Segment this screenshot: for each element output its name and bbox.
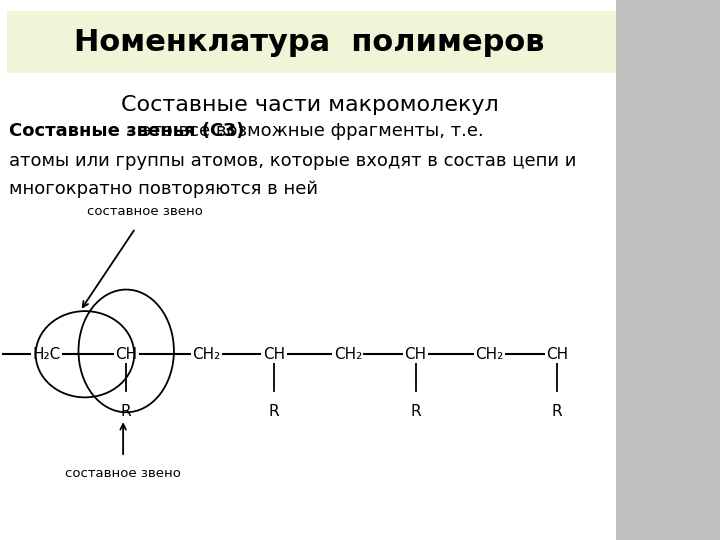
Text: CH: CH	[546, 347, 568, 362]
Text: CH: CH	[263, 347, 285, 362]
Text: CH₂: CH₂	[192, 347, 220, 362]
Text: Номенклатура  полимеров: Номенклатура полимеров	[74, 28, 545, 57]
Text: R: R	[552, 404, 562, 419]
Text: Составные звенья (СЗ): Составные звенья (СЗ)	[9, 122, 245, 140]
Text: атомы или группы атомов, которые входят в состав цепи и: атомы или группы атомов, которые входят …	[9, 152, 577, 170]
Text: R: R	[410, 404, 421, 419]
Text: CH: CH	[115, 347, 138, 362]
Text: R: R	[269, 404, 279, 419]
Text: CH: CH	[405, 347, 426, 362]
Text: H₂C: H₂C	[32, 347, 60, 362]
Text: R: R	[121, 404, 132, 419]
Text: составное звено: составное звено	[66, 467, 181, 480]
Text: составное звено: составное звено	[86, 205, 202, 218]
Text: Составные части макромолекул: Составные части макромолекул	[121, 95, 498, 116]
Text: – это все возможные фрагменты, т.е.: – это все возможные фрагменты, т.е.	[121, 122, 484, 140]
Text: многократно повторяются в ней: многократно повторяются в ней	[9, 180, 318, 198]
Text: CH₂: CH₂	[333, 347, 362, 362]
Text: CH₂: CH₂	[475, 347, 503, 362]
